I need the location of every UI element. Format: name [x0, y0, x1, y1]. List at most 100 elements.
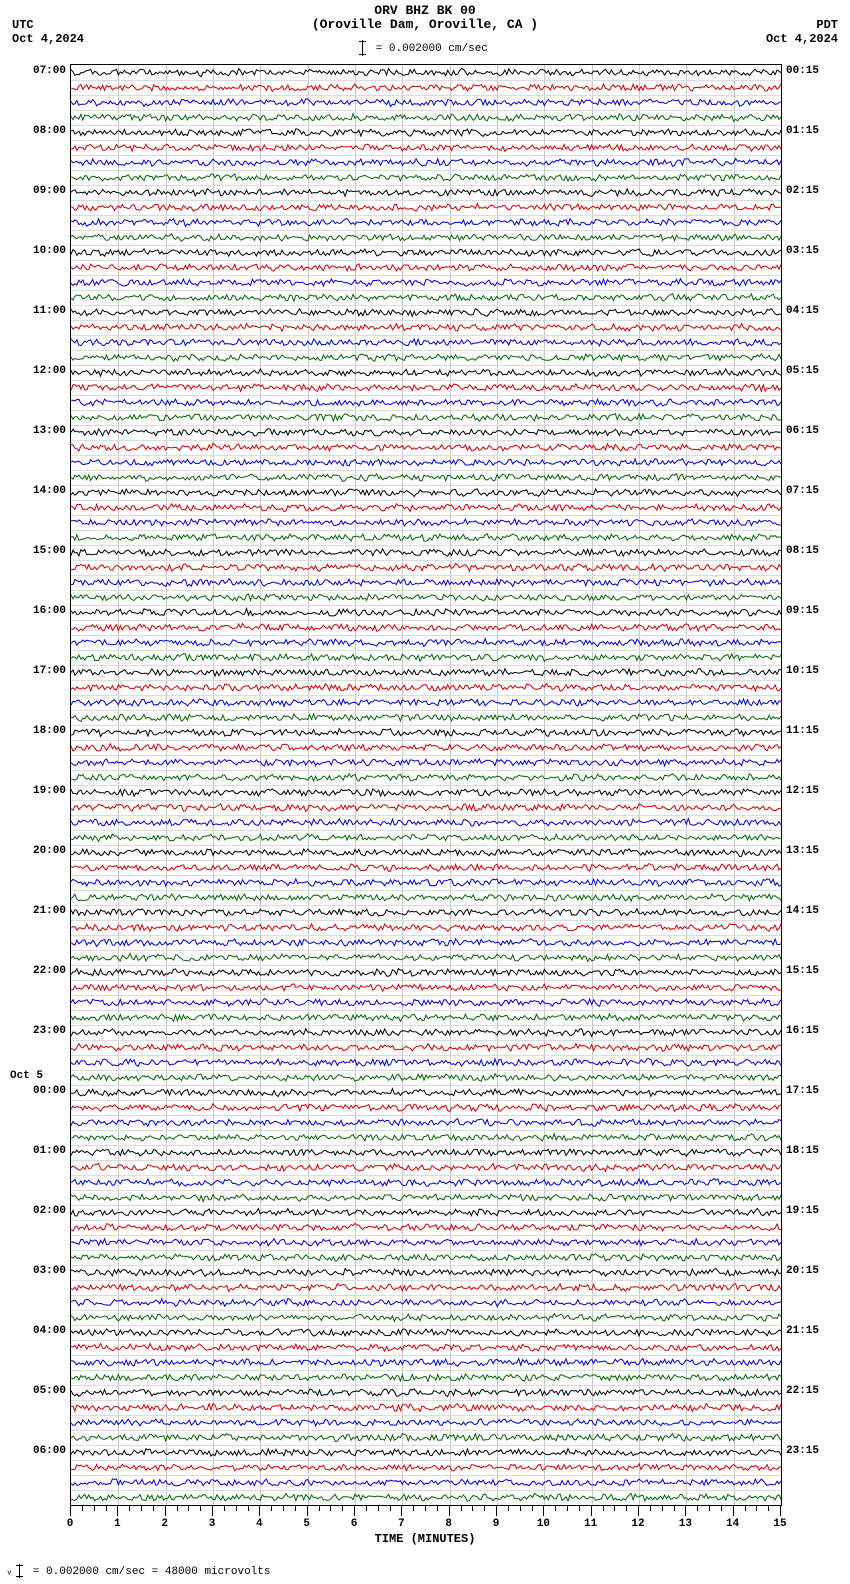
utc-hour-label: 22:00: [4, 965, 66, 977]
seismic-trace: [71, 714, 781, 722]
xtick-major: [638, 1506, 639, 1516]
utc-hour-label: 16:00: [4, 605, 66, 617]
xtick-label: 15: [773, 1518, 786, 1530]
seismic-trace: [71, 204, 781, 212]
xtick-minor: [555, 1506, 556, 1511]
seismic-trace: [71, 1014, 781, 1021]
xtick-minor: [141, 1506, 142, 1511]
utc-hour-label: 05:00: [4, 1385, 66, 1397]
seismic-trace: [71, 99, 781, 107]
utc-hour-label: 00:00: [4, 1085, 66, 1097]
xtick-major: [780, 1506, 781, 1516]
pdt-hour-label: 02:15: [786, 185, 846, 197]
footer-prefix: ᵥ: [6, 1566, 13, 1578]
xtick-minor: [188, 1506, 189, 1511]
utc-hour-label: 03:00: [4, 1265, 66, 1277]
seismic-trace: [71, 954, 781, 962]
seismic-trace: [71, 369, 781, 376]
xtick-minor: [378, 1506, 379, 1511]
xtick-minor: [153, 1506, 154, 1511]
utc-hour-label: 01:00: [4, 1145, 66, 1157]
seismic-trace: [71, 1358, 781, 1366]
utc-hour-label: 02:00: [4, 1205, 66, 1217]
xtick-label: 7: [398, 1518, 405, 1530]
pdt-hour-label: 04:15: [786, 305, 846, 317]
x-axis-title: TIME (MINUTES): [0, 1532, 850, 1546]
seismic-trace: [71, 774, 781, 781]
seismic-trace: [71, 849, 781, 857]
seismic-trace: [71, 699, 781, 706]
utc-hour-label: 13:00: [4, 425, 66, 437]
seismic-trace: [71, 1044, 781, 1052]
xtick-major: [354, 1506, 355, 1516]
pdt-hour-label: 23:15: [786, 1445, 846, 1457]
seismic-trace: [71, 339, 781, 346]
seismic-trace: [71, 219, 781, 227]
pdt-hour-label: 05:15: [786, 365, 846, 377]
seismic-trace: [71, 564, 781, 572]
seismic-trace: [71, 1194, 781, 1201]
seismic-trace: [71, 489, 781, 497]
xtick-minor: [129, 1506, 130, 1511]
xtick-major: [117, 1506, 118, 1516]
xtick-label: 0: [67, 1518, 74, 1530]
seismic-trace: [71, 384, 781, 392]
seismic-trace: [71, 354, 781, 361]
xtick-major: [496, 1506, 497, 1516]
seismic-trace: [71, 969, 781, 977]
xtick-major: [165, 1506, 166, 1516]
seismic-trace: [71, 504, 781, 512]
seismic-trace: [71, 609, 781, 617]
pdt-hour-label: 07:15: [786, 485, 846, 497]
pdt-hour-label: 03:15: [786, 245, 846, 257]
seismic-trace: [71, 1104, 781, 1112]
seismic-trace: [71, 984, 781, 991]
seismic-trace: [71, 234, 781, 242]
pdt-hour-label: 06:15: [786, 425, 846, 437]
seismic-trace: [71, 654, 781, 662]
utc-hour-label: 06:00: [4, 1445, 66, 1457]
xtick-minor: [106, 1506, 107, 1511]
seismic-trace: [71, 684, 781, 691]
xtick-minor: [82, 1506, 83, 1511]
pdt-hour-label: 16:15: [786, 1025, 846, 1037]
xtick-major: [449, 1506, 450, 1516]
xtick-major: [543, 1506, 544, 1516]
xtick-minor: [532, 1506, 533, 1511]
xtick-minor: [662, 1506, 663, 1511]
xtick-minor: [319, 1506, 320, 1511]
xtick-minor: [437, 1506, 438, 1511]
seismic-trace: [71, 939, 781, 947]
xtick-minor: [413, 1506, 414, 1511]
utc-hour-label: 17:00: [4, 665, 66, 677]
pdt-hour-label: 08:15: [786, 545, 846, 557]
seismic-trace: [71, 1314, 781, 1322]
seismic-trace: [71, 429, 781, 436]
xtick-minor: [248, 1506, 249, 1511]
pdt-hour-label: 10:15: [786, 665, 846, 677]
xtick-minor: [330, 1506, 331, 1511]
utc-hour-label: 19:00: [4, 785, 66, 797]
seismic-trace: [71, 804, 781, 811]
xtick-minor: [283, 1506, 284, 1511]
seismic-trace: [71, 1493, 781, 1501]
seismic-trace: [71, 834, 781, 842]
xtick-major: [733, 1506, 734, 1516]
seismic-trace: [71, 864, 781, 872]
utc-hour-label: 10:00: [4, 245, 66, 257]
xtick-minor: [342, 1506, 343, 1511]
seismic-trace: [71, 999, 781, 1007]
xtick-minor: [520, 1506, 521, 1511]
seismic-trace: [71, 594, 781, 601]
seismic-trace: [71, 249, 781, 256]
pdt-hour-label: 20:15: [786, 1265, 846, 1277]
pdt-hour-label: 09:15: [786, 605, 846, 617]
xtick-label: 10: [537, 1518, 550, 1530]
seismic-trace: [71, 1464, 781, 1471]
xtick-minor: [603, 1506, 604, 1511]
xtick-label: 5: [303, 1518, 310, 1530]
pdt-hour-label: 14:15: [786, 905, 846, 917]
seismic-trace: [71, 744, 781, 751]
pdt-hour-label: 19:15: [786, 1205, 846, 1217]
x-axis: 0123456789101112131415: [70, 1506, 780, 1534]
